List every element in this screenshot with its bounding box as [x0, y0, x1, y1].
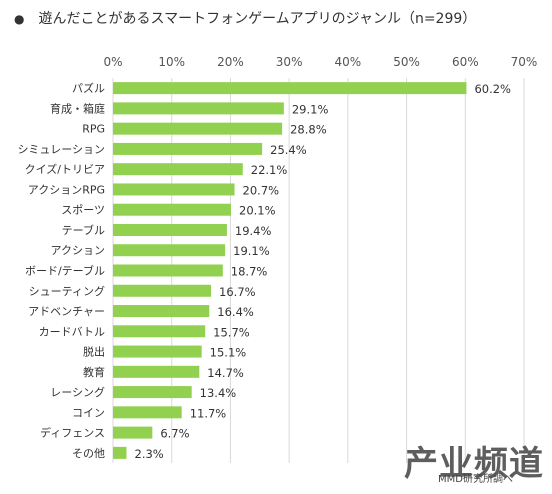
bar	[113, 426, 153, 439]
bars	[113, 82, 467, 459]
value-label: 20.7%	[243, 183, 280, 197]
value-label: 25.4%	[270, 143, 307, 157]
x-axis-ticks: 0% 10% 20% 30% 40% 50% 60% 70%	[103, 55, 537, 69]
x-tick-label: 30%	[276, 55, 303, 69]
category-label: スポーツ	[61, 204, 105, 217]
bar	[113, 183, 235, 196]
category-label: コイン	[72, 406, 105, 419]
bar	[113, 365, 200, 378]
category-label: レーシング	[50, 385, 105, 399]
value-label: 19.1%	[233, 244, 270, 258]
x-tick-label: 0%	[103, 55, 122, 69]
bar	[113, 223, 227, 236]
bullet-icon: ●	[14, 12, 25, 26]
source-watermark: MMD研究所調べ	[438, 474, 513, 485]
bar	[113, 82, 467, 95]
value-label: 18.7%	[231, 265, 268, 279]
category-label: シューティング	[29, 284, 105, 298]
bar	[113, 102, 284, 115]
value-label: 2.3%	[135, 447, 164, 461]
value-label: 29.1%	[292, 102, 329, 116]
value-label: 20.1%	[239, 204, 276, 218]
bar	[113, 122, 283, 135]
value-label: 15.7%	[213, 325, 250, 339]
bar	[113, 244, 226, 257]
bar	[113, 446, 127, 459]
value-label: 60.2%	[474, 82, 511, 96]
category-label: RPG	[82, 123, 105, 136]
value-label: 11.7%	[190, 406, 227, 420]
category-label: アクションRPG	[28, 183, 105, 196]
category-label: クイズ/トリビア	[25, 162, 105, 176]
value-label: 13.4%	[200, 386, 237, 400]
bar	[113, 345, 202, 358]
bar	[113, 284, 212, 297]
chart-title: ● 遊んだことがあるスマートフォンゲームアプリのジャンル（n=299）	[14, 8, 476, 28]
value-label: 16.4%	[217, 305, 254, 319]
category-label: 教育	[83, 365, 105, 379]
category-label: ディフェンス	[40, 426, 105, 440]
value-labels: 60.2% 29.1% 28.8% 25.4% 22.1% 20.7% 20.1% 19.4%…	[135, 82, 512, 461]
value-label: 15.1%	[210, 346, 247, 360]
category-label: カードバトル	[39, 325, 105, 338]
category-label: テーブル	[62, 223, 105, 237]
bar	[113, 163, 243, 176]
bar	[113, 305, 210, 318]
grid-lines	[112, 78, 525, 463]
category-label: 脱出	[83, 345, 105, 359]
chart-title-text: 遊んだことがあるスマートフォンゲームアプリのジャンル（n=299）	[38, 11, 477, 27]
value-label: 19.4%	[235, 224, 272, 238]
x-tick-label: 70%	[511, 55, 538, 69]
category-label: その他	[72, 447, 105, 460]
value-label: 28.8%	[290, 123, 327, 137]
bar	[113, 386, 192, 399]
x-tick-label: 50%	[393, 55, 420, 69]
category-label: ボード/テーブル	[25, 264, 105, 278]
value-label: 16.7%	[219, 285, 256, 299]
category-label: アドベンチャー	[28, 305, 105, 318]
bar	[113, 325, 206, 338]
category-label: 育成・箱庭	[50, 101, 105, 115]
category-label: シミュレーション	[17, 143, 105, 156]
bar	[113, 142, 263, 155]
bar	[113, 406, 182, 419]
x-tick-label: 20%	[217, 55, 244, 69]
category-label: アクション	[51, 244, 105, 257]
value-label: 22.1%	[251, 163, 288, 177]
x-tick-label: 60%	[452, 55, 479, 69]
x-tick-label: 40%	[335, 55, 362, 69]
value-label: 6.7%	[160, 427, 189, 441]
watermark-logo: 产业频道	[404, 444, 544, 484]
category-label: パズル	[72, 81, 105, 95]
bar	[113, 264, 223, 277]
bar	[113, 203, 232, 216]
value-label: 14.7%	[207, 366, 244, 380]
x-tick-label: 10%	[158, 55, 185, 69]
